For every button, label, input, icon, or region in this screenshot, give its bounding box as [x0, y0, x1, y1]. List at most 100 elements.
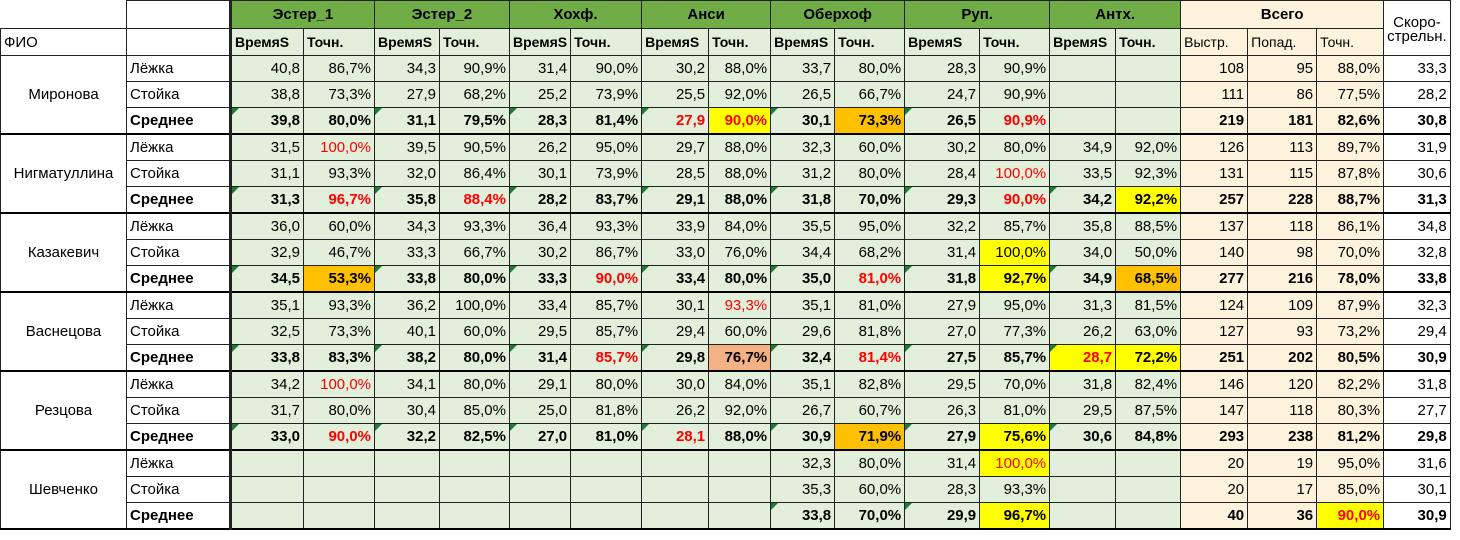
time-cell: 31,4 [508, 344, 572, 372]
rate-header-line1: Скоро- [1393, 14, 1441, 31]
time-cell: 35,8 [374, 186, 440, 214]
accuracy-cell: 88,0% [708, 423, 772, 451]
accuracy-cell: 96,7% [979, 502, 1051, 530]
accuracy-cell [708, 476, 772, 503]
accuracy-cell: 81,0% [570, 423, 643, 451]
accuracy-cell: 88,0% [708, 186, 772, 214]
time-cell: 29,8 [641, 344, 710, 372]
time-cell [1049, 81, 1117, 108]
athlete-row: Стойка 32,9 46,7% 33,3 66,7% 30,2 86,7% 33,0 76,… [1, 239, 1451, 266]
accuracy-cell: 60,7% [834, 397, 906, 424]
total-accuracy-cell: 88,7% [1316, 186, 1385, 214]
accuracy-cell: 96,7% [303, 186, 375, 214]
rate-cell: 30,9 [1383, 502, 1451, 530]
time-cell: 32,0 [374, 160, 440, 187]
time-cell: 40,1 [374, 318, 440, 345]
total-accuracy-cell: 87,9% [1316, 291, 1385, 319]
accuracy-cell: 73,3% [834, 107, 906, 135]
time-cell [1049, 502, 1117, 530]
row-label: Стойка [126, 239, 232, 266]
total-shots-cell: 40 [1180, 502, 1249, 530]
accuracy-cell: 93,3% [439, 212, 510, 240]
time-cell: 26,5 [770, 81, 836, 108]
accuracy-cell: 95,0% [570, 133, 643, 161]
accuracy-cell: 90,9% [439, 55, 510, 82]
accuracy-cell: 80,0% [834, 55, 906, 82]
section-subheader: ВремяS [641, 28, 710, 56]
accuracy-cell: 66,7% [834, 81, 906, 108]
total-shots-cell: 131 [1180, 160, 1249, 187]
time-cell: 30,2 [508, 239, 572, 266]
accuracy-cell: 95,0% [979, 291, 1051, 319]
rate-header-line2: стрельн. [1387, 28, 1447, 45]
time-cell [508, 449, 572, 477]
accuracy-cell: 81,0% [834, 265, 906, 293]
accuracy-cell: 85,7% [979, 344, 1051, 372]
accuracy-cell: 88,0% [708, 160, 772, 187]
time-cell: 31,4 [904, 449, 981, 477]
total-shots-cell: 20 [1180, 476, 1249, 503]
time-cell: 28,5 [641, 160, 710, 187]
accuracy-cell: 80,0% [439, 370, 510, 398]
time-cell [1049, 476, 1117, 503]
time-cell: 31,1 [374, 107, 440, 135]
time-cell: 30,1 [508, 160, 572, 187]
accuracy-cell: 92,2% [1115, 186, 1182, 214]
athlete-row: Резцова Лёжка 34,2 100,0% 34,1 80,0% 29,1 80,0%… [0, 370, 1451, 451]
rate-cell: 29,4 [1383, 318, 1451, 345]
time-cell: 35,0 [770, 265, 836, 293]
time-cell: 31,4 [904, 239, 981, 266]
accuracy-cell [439, 476, 510, 503]
accuracy-cell: 85,7% [570, 344, 643, 372]
time-cell: 26,5 [904, 107, 981, 135]
accuracy-cell: 85,7% [570, 291, 643, 319]
rate-cell: 27,7 [1383, 397, 1451, 424]
total-accuracy-cell: 87,8% [1316, 160, 1385, 187]
row-label: Стойка [126, 318, 232, 345]
time-cell: 26,2 [508, 133, 572, 161]
header-row-sections: Эстер_1 Эстер_2 Хохф. Анси Оберхоф Руп. Антх. В… [1, 0, 1451, 56]
total-hits-cell: 228 [1247, 186, 1318, 214]
row-label: Лёжка [126, 291, 232, 319]
accuracy-cell: 81,8% [834, 318, 906, 345]
time-cell: 31,2 [770, 160, 836, 187]
athlete-row: Васнецова Лёжка 35,1 93,3% 36,2 100,0% 33,4 85,… [0, 291, 1451, 372]
time-cell: 33,3 [374, 239, 440, 266]
accuracy-cell: 92,0% [708, 81, 772, 108]
total-accuracy-cell: 80,5% [1316, 344, 1385, 372]
total-header: Всего [1180, 0, 1385, 29]
accuracy-cell: 90,9% [979, 81, 1051, 108]
row-label: Среднее [126, 502, 232, 530]
time-cell: 26,2 [1049, 318, 1117, 345]
accuracy-cell [303, 449, 375, 477]
rate-cell: 31,8 [1383, 370, 1451, 398]
accuracy-cell: 80,0% [834, 449, 906, 477]
athlete-row: Казакевич Лёжка 36,0 60,0% 34,3 93,3% 36,4 93,3… [0, 212, 1451, 293]
accuracy-cell: 83,7% [570, 186, 643, 214]
athlete-row: Нигматуллина Лёжка 31,5 100,0% 39,5 90,5% 26,2… [0, 133, 1451, 214]
row-label: Стойка [126, 160, 232, 187]
total-shots-cell: 277 [1180, 265, 1249, 293]
accuracy-cell: 81,4% [834, 344, 906, 372]
time-cell: 27,5 [904, 344, 981, 372]
accuracy-cell: 92,3% [1115, 160, 1182, 187]
accuracy-cell: 76,0% [708, 239, 772, 266]
time-cell: 31,5 [230, 133, 304, 161]
time-cell [1049, 107, 1117, 135]
time-cell: 34,2 [230, 370, 304, 398]
accuracy-cell: 92,0% [708, 397, 772, 424]
time-cell [230, 449, 304, 477]
total-accuracy-cell: 81,2% [1316, 423, 1385, 451]
time-cell: 31,8 [770, 186, 836, 214]
time-cell: 30,1 [641, 291, 710, 319]
total-hits-cell: 36 [1247, 502, 1318, 530]
accuracy-cell: 90,5% [439, 133, 510, 161]
accuracy-cell: 73,3% [303, 81, 375, 108]
athlete-row: Стойка 38,8 73,3% 27,9 68,2% 25,2 73,9% 25,5 92,… [1, 81, 1451, 108]
total-hits-cell: 93 [1247, 318, 1318, 345]
section-header: Антх. [1049, 0, 1182, 29]
time-cell: 35,5 [770, 212, 836, 240]
total-shots-cell: 147 [1180, 397, 1249, 424]
corner-cell-2 [126, 0, 232, 29]
time-cell: 35,3 [770, 476, 836, 503]
